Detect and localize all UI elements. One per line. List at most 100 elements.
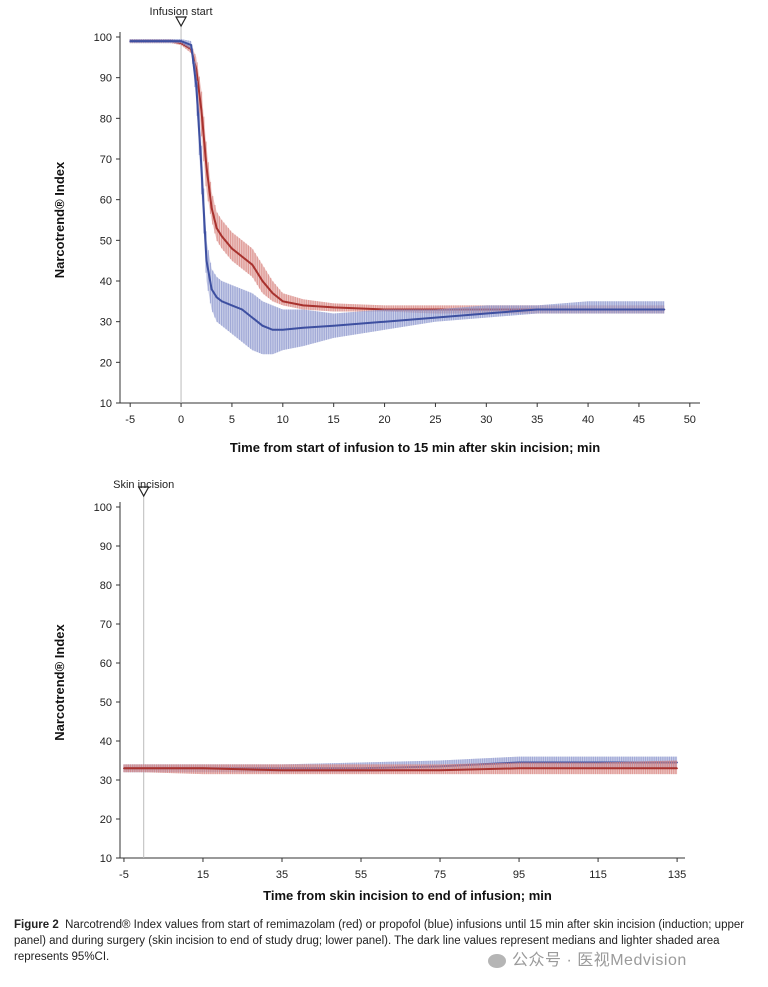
x-tick-label: 75 (434, 869, 446, 881)
chart-panel-upper: 10 20 30 40 50 60 70 80 90 100 -5 0 5 10 15 20 25 30 35 40 4… (52, 6, 700, 455)
x-tick-label: 15 (197, 869, 209, 881)
data-point (439, 769, 441, 772)
x-tick-label: 35 (276, 869, 288, 881)
x-tick-label: 5 (229, 414, 235, 426)
y-tick-label: 70 (100, 619, 112, 631)
y-tick-label: 80 (100, 580, 112, 592)
data-point (202, 767, 204, 770)
data-point (205, 166, 208, 168)
x-tick-label: 50 (684, 414, 696, 426)
y-tick-label: 90 (100, 73, 112, 85)
y-tick-label: 100 (94, 502, 112, 514)
data-point (251, 316, 254, 319)
marker-triangle-icon (137, 486, 150, 498)
y-tick-label: 30 (100, 317, 112, 329)
data-point (123, 767, 125, 770)
x-tick-label: 20 (378, 414, 390, 426)
chart-panel-lower: 10 20 30 40 50 60 70 80 90 100 -5 15 35 55 75 95 115 135 S… (52, 479, 686, 903)
y-tick-label: 90 (100, 541, 112, 553)
data-point (360, 769, 362, 772)
data-point (231, 247, 233, 250)
data-point (170, 40, 172, 42)
x-tick-label: 95 (513, 869, 525, 881)
data-point (302, 304, 304, 307)
y-tick-label: 60 (100, 195, 112, 207)
figure-caption: Figure 2 Narcotrend® Index values from s… (14, 917, 754, 965)
data-point (281, 769, 283, 772)
x-tick-label: 115 (589, 869, 607, 881)
data-point (220, 300, 223, 303)
data-point (195, 85, 198, 87)
data-point (190, 44, 193, 46)
marker-label: Infusion start (150, 6, 213, 18)
y-tick-label: 20 (100, 357, 112, 369)
x-tick-label: 35 (531, 414, 543, 426)
x-tick-label: 15 (328, 414, 340, 426)
wechat-icon (488, 953, 506, 968)
data-point (332, 324, 335, 327)
data-point (215, 296, 218, 299)
x-tick-label: -5 (119, 869, 129, 881)
data-point (142, 767, 145, 770)
y-tick-label: 70 (100, 154, 112, 166)
data-point (195, 68, 198, 71)
data-point (536, 308, 538, 311)
data-point (220, 235, 223, 238)
y-tick-label: 60 (100, 658, 112, 670)
x-tick-label: 135 (668, 869, 686, 881)
data-point (676, 767, 678, 770)
caption-label: Figure 2 (14, 919, 59, 931)
y-tick-label: 40 (100, 736, 112, 748)
y-tick-label: 50 (100, 697, 112, 709)
data-point (210, 207, 213, 209)
y-tick-label: 80 (100, 113, 112, 125)
watermark-text: 公众号 · 医视Medvision (512, 952, 687, 969)
data-point (129, 40, 131, 42)
y-axis-title: Narcotrend® Index (52, 623, 67, 740)
data-point (261, 324, 264, 327)
data-point (261, 280, 264, 282)
data-point (302, 326, 304, 329)
y-tick-label: 10 (100, 398, 112, 410)
x-axis-title: Time from start of infusion to 15 min af… (230, 440, 600, 455)
data-point (663, 308, 666, 311)
data-point (271, 329, 274, 331)
x-tick-label: 0 (178, 414, 184, 426)
marker-label: Skin incision (113, 479, 174, 491)
watermark: 公众号 · 医视Medvision (488, 946, 687, 970)
x-tick-label: 25 (429, 414, 441, 426)
x-tick-label: -5 (125, 414, 135, 426)
data-point (485, 312, 488, 315)
data-point (205, 259, 208, 262)
data-point (251, 263, 254, 266)
data-point (676, 761, 678, 764)
data-point (231, 304, 233, 307)
data-point (638, 308, 640, 311)
marker-triangle-icon (175, 16, 188, 28)
x-tick-label: 40 (582, 414, 594, 426)
data-point (200, 109, 203, 111)
x-tick-label: 10 (277, 414, 289, 426)
data-point (215, 227, 218, 229)
data-point (180, 40, 182, 42)
y-tick-label: 40 (100, 276, 112, 288)
data-point (332, 306, 335, 309)
y-tick-label: 50 (100, 235, 112, 247)
y-tick-label: 10 (100, 853, 112, 865)
x-tick-label: 55 (355, 869, 367, 881)
data-point (241, 308, 243, 311)
data-point (518, 767, 520, 770)
caption-text: Narcotrend® Index values from start of r… (14, 919, 745, 963)
data-point (200, 166, 203, 168)
x-axis-title: Time from skin incision to end of infusi… (263, 888, 552, 903)
data-point (282, 329, 284, 331)
data-point (434, 316, 437, 319)
data-point (597, 767, 599, 770)
x-tick-label: 45 (633, 414, 645, 426)
data-point (241, 255, 243, 258)
data-point (282, 300, 284, 303)
data-point (210, 288, 213, 290)
x-tick-label: 30 (480, 414, 492, 426)
data-point (383, 320, 386, 323)
